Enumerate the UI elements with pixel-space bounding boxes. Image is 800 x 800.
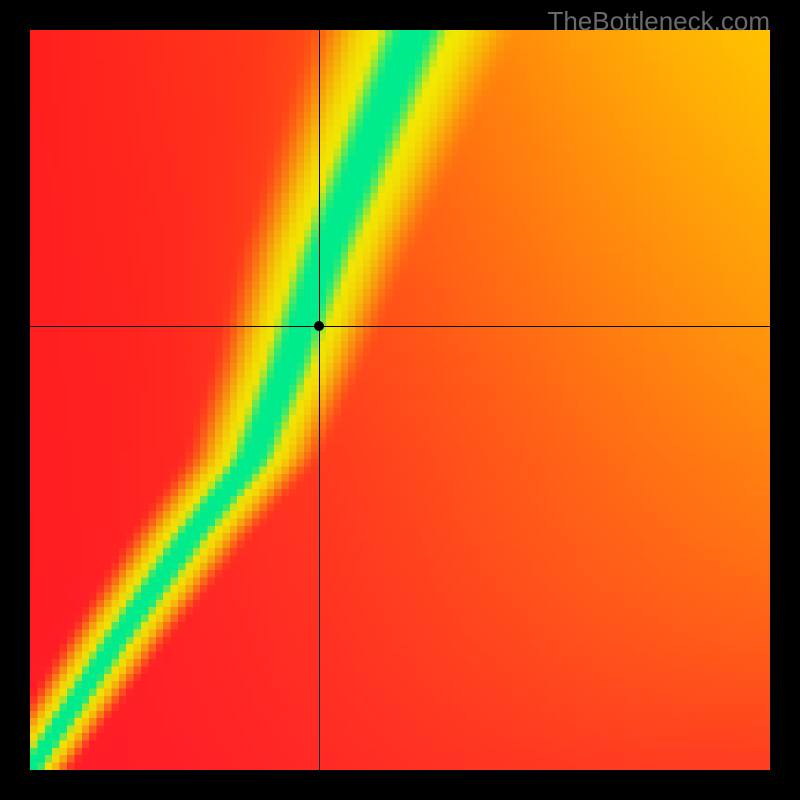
crosshair-vertical	[319, 30, 320, 770]
selected-point-marker	[314, 321, 324, 331]
crosshair-horizontal	[30, 326, 770, 327]
watermark-text: TheBottleneck.com	[547, 6, 770, 37]
heatmap-canvas	[30, 30, 770, 770]
heatmap-plot	[30, 30, 770, 770]
